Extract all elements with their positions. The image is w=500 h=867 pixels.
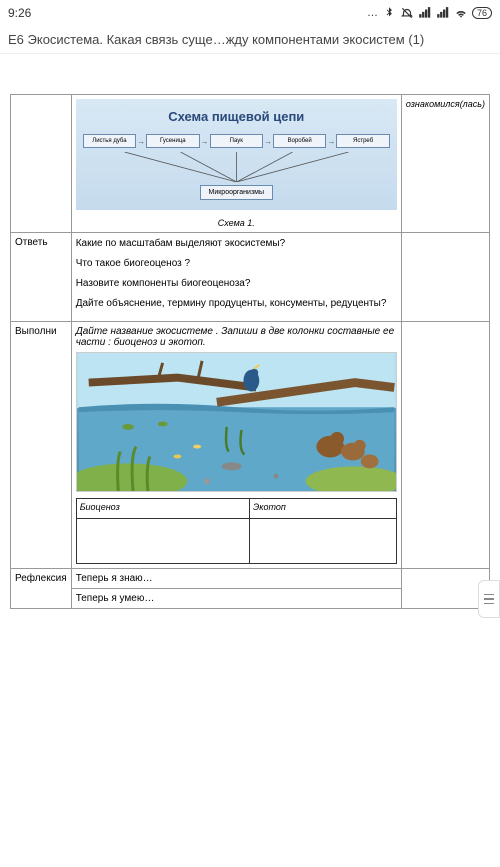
status-time: 9:26	[8, 6, 31, 20]
answer-questions: Какие по масштабам выделяют экосистемы? …	[71, 233, 401, 322]
diagram-title: Схема пищевой цепи	[82, 109, 391, 124]
diagram-caption: Схема 1.	[76, 218, 397, 228]
chain-row: Листья дуба → Гусеница → Паук → Воробей …	[82, 134, 391, 148]
biocenosis-table: Биоценоз Экотоп	[76, 498, 397, 564]
arrow-icon: →	[137, 137, 145, 146]
question-4: Дайте объяснение, термину продуценты, ко…	[76, 297, 397, 311]
chain-box-4: Ястреб	[336, 134, 389, 148]
arrow-icon: →	[327, 137, 335, 146]
signal1-icon	[418, 6, 432, 20]
row1-label	[11, 95, 72, 233]
subtable-col1: Биоценоз	[76, 499, 249, 519]
document-title: Е6 Экосистема. Какая связь суще…жду комп…	[0, 26, 500, 54]
side-menu-button[interactable]	[478, 580, 500, 618]
subtable-cell1	[76, 519, 249, 564]
chain-box-1: Гусеница	[146, 134, 199, 148]
reflection-label: Рефлексия	[11, 569, 72, 609]
task-note	[401, 322, 489, 569]
wifi-icon	[454, 6, 468, 20]
status-bar: 9:26 … 76	[0, 0, 500, 26]
document-content: Схема пищевой цепи Листья дуба → Гусениц…	[0, 54, 500, 619]
diagram-cell: Схема пищевой цепи Листья дуба → Гусениц…	[71, 95, 401, 233]
converge-lines	[82, 152, 391, 182]
question-2: Что такое биогеоценоз ?	[76, 257, 397, 271]
main-table: Схема пищевой цепи Листья дуба → Гусениц…	[10, 94, 490, 609]
signal2-icon	[436, 6, 450, 20]
reflection-1: Теперь я знаю…	[71, 569, 401, 589]
ecosystem-illustration	[76, 352, 397, 492]
subtable-col2: Экотоп	[250, 499, 397, 519]
subtable-cell2	[250, 519, 397, 564]
question-1: Какие по масштабам выделяют экосистемы?	[76, 237, 397, 251]
battery-level: 76	[472, 7, 492, 19]
reflection-note	[401, 569, 489, 609]
answer-note	[401, 233, 489, 322]
note-cell: ознакомился(лась)	[401, 95, 489, 233]
question-3: Назовите компоненты биогеоценоза?	[76, 277, 397, 291]
mute-icon	[400, 6, 414, 20]
reflection-2: Теперь я умею…	[71, 589, 401, 609]
chain-box-2: Паук	[210, 134, 263, 148]
task-cell: Дайте название экосистеме . Запиши в две…	[71, 322, 401, 569]
bluetooth-icon	[382, 6, 396, 20]
task-label: Выполни	[11, 322, 72, 569]
chain-box-0: Листья дуба	[83, 134, 136, 148]
micro-box: Микроорганизмы	[200, 185, 274, 200]
answer-label: Ответь	[11, 233, 72, 322]
arrow-icon: →	[264, 137, 272, 146]
chain-box-3: Воробей	[273, 134, 326, 148]
food-chain-diagram: Схема пищевой цепи Листья дуба → Гусениц…	[76, 99, 397, 210]
status-icons: … 76	[367, 6, 492, 20]
arrow-icon: →	[201, 137, 209, 146]
dots-icon: …	[367, 7, 378, 19]
task-instruction: Дайте название экосистеме . Запиши в две…	[76, 326, 397, 348]
